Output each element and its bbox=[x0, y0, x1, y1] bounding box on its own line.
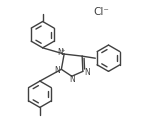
Text: Cl⁻: Cl⁻ bbox=[94, 7, 110, 17]
Text: N: N bbox=[54, 66, 60, 75]
Text: N: N bbox=[69, 75, 75, 84]
Text: +: + bbox=[61, 48, 65, 53]
Text: N: N bbox=[84, 68, 90, 77]
Text: N: N bbox=[57, 48, 63, 57]
